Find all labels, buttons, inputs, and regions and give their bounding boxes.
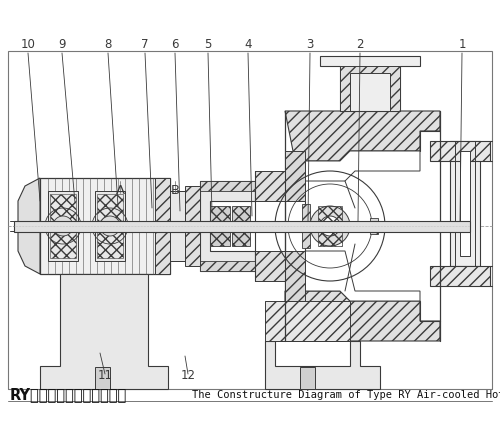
Bar [370,218,378,234]
Polygon shape [200,181,255,271]
Polygon shape [255,251,285,281]
Polygon shape [285,251,305,301]
Bar [460,151,470,256]
Polygon shape [200,181,255,191]
Polygon shape [295,151,420,201]
Circle shape [100,216,120,236]
Polygon shape [295,251,420,301]
Text: 4: 4 [244,38,252,51]
Text: 5: 5 [204,38,212,51]
Bar [14,221,470,232]
Text: A: A [116,184,124,197]
Polygon shape [285,291,440,341]
Text: 6: 6 [171,38,179,51]
Text: 1: 1 [458,38,466,51]
Bar [170,191,185,261]
Polygon shape [430,141,490,161]
Bar [318,206,342,246]
Polygon shape [200,261,255,271]
Text: 7: 7 [142,38,149,51]
Bar [155,178,170,274]
Polygon shape [265,341,380,389]
Polygon shape [265,301,350,341]
Text: 3: 3 [306,38,314,51]
Circle shape [310,206,350,246]
Bar [95,367,110,389]
Text: The Constructure Diagram of Type RY Air-cooled Hot Oil Pump: The Constructure Diagram of Type RY Air-… [192,390,500,400]
Bar [302,204,310,248]
Circle shape [320,216,340,236]
Bar [210,206,230,246]
Polygon shape [40,274,168,389]
Text: 9: 9 [58,38,66,51]
Bar [300,367,315,389]
Text: 8: 8 [104,38,112,51]
Bar [97,194,123,258]
Polygon shape [285,111,440,161]
Polygon shape [255,171,285,201]
Text: 2: 2 [356,38,364,51]
Text: B: B [170,184,179,197]
Bar [450,141,480,266]
Bar [185,186,200,266]
Polygon shape [320,56,420,111]
Text: 12: 12 [180,369,196,382]
Bar [14,221,38,231]
Bar [95,191,125,261]
Bar [8,51,492,389]
Polygon shape [340,66,400,111]
Text: RY型风冷式热油泵结构简图: RY型风冷式热油泵结构简图 [10,387,127,402]
Polygon shape [285,151,305,201]
Text: 10: 10 [20,38,36,51]
Polygon shape [430,266,490,286]
Text: 11: 11 [98,369,112,382]
Bar [50,194,76,258]
Bar [48,191,78,261]
Bar [40,178,170,274]
Bar [232,206,250,246]
Polygon shape [18,178,40,274]
Circle shape [53,216,73,236]
